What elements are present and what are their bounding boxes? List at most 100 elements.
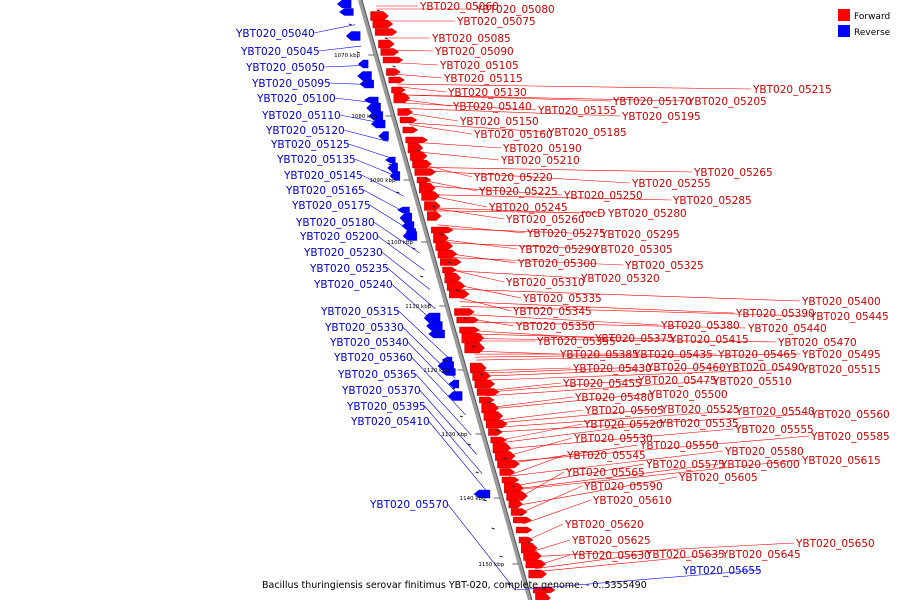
- reverse-gene-label[interactable]: YBT020_05135: [276, 154, 356, 166]
- forward-gene-label[interactable]: YBT020_05460: [646, 362, 726, 374]
- reverse-gene-label[interactable]: YBT020_05230: [303, 247, 383, 259]
- forward-gene-label[interactable]: YBT020_05215: [752, 84, 832, 96]
- reverse-gene-arrow[interactable]: [378, 131, 389, 141]
- forward-gene-label[interactable]: YBT020_05255: [631, 178, 711, 190]
- forward-gene-arrow[interactable]: [410, 151, 428, 161]
- reverse-gene-label[interactable]: YBT020_05200: [299, 231, 379, 243]
- forward-gene-label[interactable]: YBT020_05400: [801, 296, 881, 308]
- reverse-gene-label[interactable]: YBT020_05040: [235, 28, 315, 40]
- reverse-gene-label[interactable]: YBT020_05180: [295, 217, 375, 229]
- forward-gene-label[interactable]: YBT020_05160: [473, 129, 553, 141]
- forward-gene-arrow[interactable]: [444, 272, 462, 284]
- forward-gene-label[interactable]: YBT020_05170: [612, 96, 692, 108]
- forward-gene-arrow[interactable]: [490, 436, 508, 444]
- reverse-gene-arrow[interactable]: [359, 79, 374, 89]
- forward-gene-arrow[interactable]: [454, 308, 475, 316]
- forward-gene-label[interactable]: YBT020_05205: [687, 96, 767, 108]
- reverse-gene-label[interactable]: YBT020_05330: [324, 322, 404, 334]
- forward-gene-label[interactable]: YBT020_05605: [678, 472, 758, 484]
- forward-gene-arrow[interactable]: [427, 211, 442, 221]
- forward-gene-arrow[interactable]: [433, 232, 449, 244]
- forward-gene-label[interactable]: YBT020_05630: [571, 550, 651, 562]
- forward-gene-arrow[interactable]: [399, 116, 418, 124]
- forward-gene-arrow[interactable]: [506, 491, 528, 501]
- forward-gene-label[interactable]: YBT020_05345: [512, 306, 592, 318]
- reverse-gene-label[interactable]: YBT020_05410: [350, 416, 430, 428]
- forward-gene-arrow[interactable]: [416, 176, 432, 184]
- forward-gene-label[interactable]: YBT020_05355: [536, 336, 616, 348]
- forward-gene-arrow[interactable]: [386, 68, 401, 76]
- forward-gene-arrow[interactable]: [535, 592, 551, 600]
- reverse-gene-arrow[interactable]: [357, 59, 369, 69]
- forward-gene-arrow[interactable]: [391, 86, 406, 94]
- forward-gene-arrow[interactable]: [412, 159, 432, 169]
- forward-gene-arrow[interactable]: [528, 569, 547, 579]
- forward-gene-label[interactable]: YBT020_05575: [645, 459, 725, 471]
- reverse-gene-arrow[interactable]: [368, 111, 384, 121]
- forward-gene-label[interactable]: YBT020_05320: [580, 273, 660, 285]
- forward-gene-label[interactable]: YBT020_05620: [564, 519, 644, 531]
- forward-gene-label[interactable]: YBT020_05130: [447, 87, 527, 99]
- reverse-gene-label[interactable]: YBT020_05120: [265, 125, 345, 137]
- forward-gene-label[interactable]: YBT020_05440: [747, 323, 827, 335]
- forward-gene-label[interactable]: YBT020_05495: [801, 349, 881, 361]
- forward-gene-arrow[interactable]: [492, 442, 512, 454]
- forward-gene-label[interactable]: YBT020_05560: [810, 409, 890, 421]
- forward-gene-label[interactable]: YBT020_05455: [562, 378, 642, 390]
- forward-gene-label[interactable]: YBT020_05500: [648, 389, 728, 401]
- forward-gene-arrow[interactable]: [532, 586, 556, 594]
- forward-gene-arrow[interactable]: [483, 411, 504, 421]
- forward-gene-label[interactable]: YBT020_05085: [431, 33, 511, 45]
- reverse-gene-label[interactable]: YBT020_05315: [320, 306, 400, 318]
- reverse-gene-label[interactable]: YBT020_05145: [283, 170, 363, 182]
- reverse-gene-label[interactable]: YBT020_05360: [333, 352, 413, 364]
- forward-gene-label[interactable]: YBT020_05245: [488, 202, 568, 214]
- forward-gene-arrow[interactable]: [440, 258, 462, 266]
- forward-gene-arrow[interactable]: [479, 396, 495, 404]
- forward-gene-label[interactable]: YBT020_05380: [660, 320, 740, 332]
- forward-gene-label[interactable]: YBT020_05195: [621, 111, 701, 123]
- forward-gene-arrow[interactable]: [435, 241, 453, 251]
- forward-gene-label[interactable]: YBT020_05520: [583, 419, 663, 431]
- forward-gene-arrow[interactable]: [388, 76, 406, 84]
- forward-gene-label[interactable]: YBT020_05260: [505, 214, 585, 226]
- forward-gene-arrow[interactable]: [474, 379, 496, 389]
- forward-gene-label[interactable]: YBT020_05250: [563, 190, 643, 202]
- forward-gene-arrow[interactable]: [374, 28, 398, 36]
- forward-gene-label[interactable]: YBT020_05275: [526, 228, 606, 240]
- forward-gene-arrow[interactable]: [437, 249, 458, 259]
- forward-gene-label[interactable]: YBT020_05465: [717, 349, 797, 361]
- forward-gene-label[interactable]: YBT020_05075: [456, 16, 536, 28]
- reverse-gene-label[interactable]: YBT020_05125: [270, 139, 350, 151]
- forward-gene-label[interactable]: YBT020_05505: [584, 405, 664, 417]
- reverse-gene-label[interactable]: YBT020_05045: [240, 46, 320, 58]
- reverse-gene-arrow[interactable]: [447, 391, 463, 401]
- forward-gene-label[interactable]: YBT020_05305: [593, 244, 673, 256]
- reverse-gene-label[interactable]: YBT020_05570: [369, 499, 449, 511]
- reverse-gene-arrow[interactable]: [402, 231, 418, 241]
- forward-gene-label[interactable]: YBT020_05615: [801, 455, 881, 467]
- forward-gene-arrow[interactable]: [456, 316, 480, 324]
- reverse-gene-label[interactable]: YBT020_05235: [309, 263, 389, 275]
- reverse-gene-label[interactable]: YBT020_05100: [256, 93, 336, 105]
- reverse-gene-arrow[interactable]: [336, 0, 352, 9]
- forward-gene-label[interactable]: YBT020_05280: [607, 208, 687, 220]
- forward-gene-arrow[interactable]: [515, 526, 533, 534]
- forward-gene-label[interactable]: YBT020_05445: [809, 311, 889, 323]
- forward-gene-label[interactable]: YBT020_05430: [572, 363, 652, 375]
- forward-gene-label[interactable]: YBT020_05535: [659, 418, 739, 430]
- forward-gene-arrow[interactable]: [378, 39, 395, 49]
- forward-gene-label[interactable]: YBT020_05335: [522, 293, 602, 305]
- forward-gene-label[interactable]: YBT020_05480: [574, 392, 654, 404]
- forward-gene-arrow[interactable]: [442, 266, 457, 274]
- forward-gene-arrow[interactable]: [523, 551, 542, 561]
- reverse-gene-label[interactable]: YBT020_05365: [337, 369, 417, 381]
- forward-gene-arrow[interactable]: [380, 48, 400, 56]
- forward-gene-label[interactable]: YBT020_05290: [518, 244, 598, 256]
- forward-gene-label[interactable]: YBT020_05525: [660, 404, 740, 416]
- forward-gene-arrow[interactable]: [382, 56, 404, 64]
- forward-gene-arrow[interactable]: [495, 451, 516, 461]
- forward-gene-label[interactable]: YBT020_05265: [693, 167, 773, 179]
- reverse-gene-arrow[interactable]: [397, 206, 410, 214]
- forward-gene-label[interactable]: YBT020_05625: [571, 535, 651, 547]
